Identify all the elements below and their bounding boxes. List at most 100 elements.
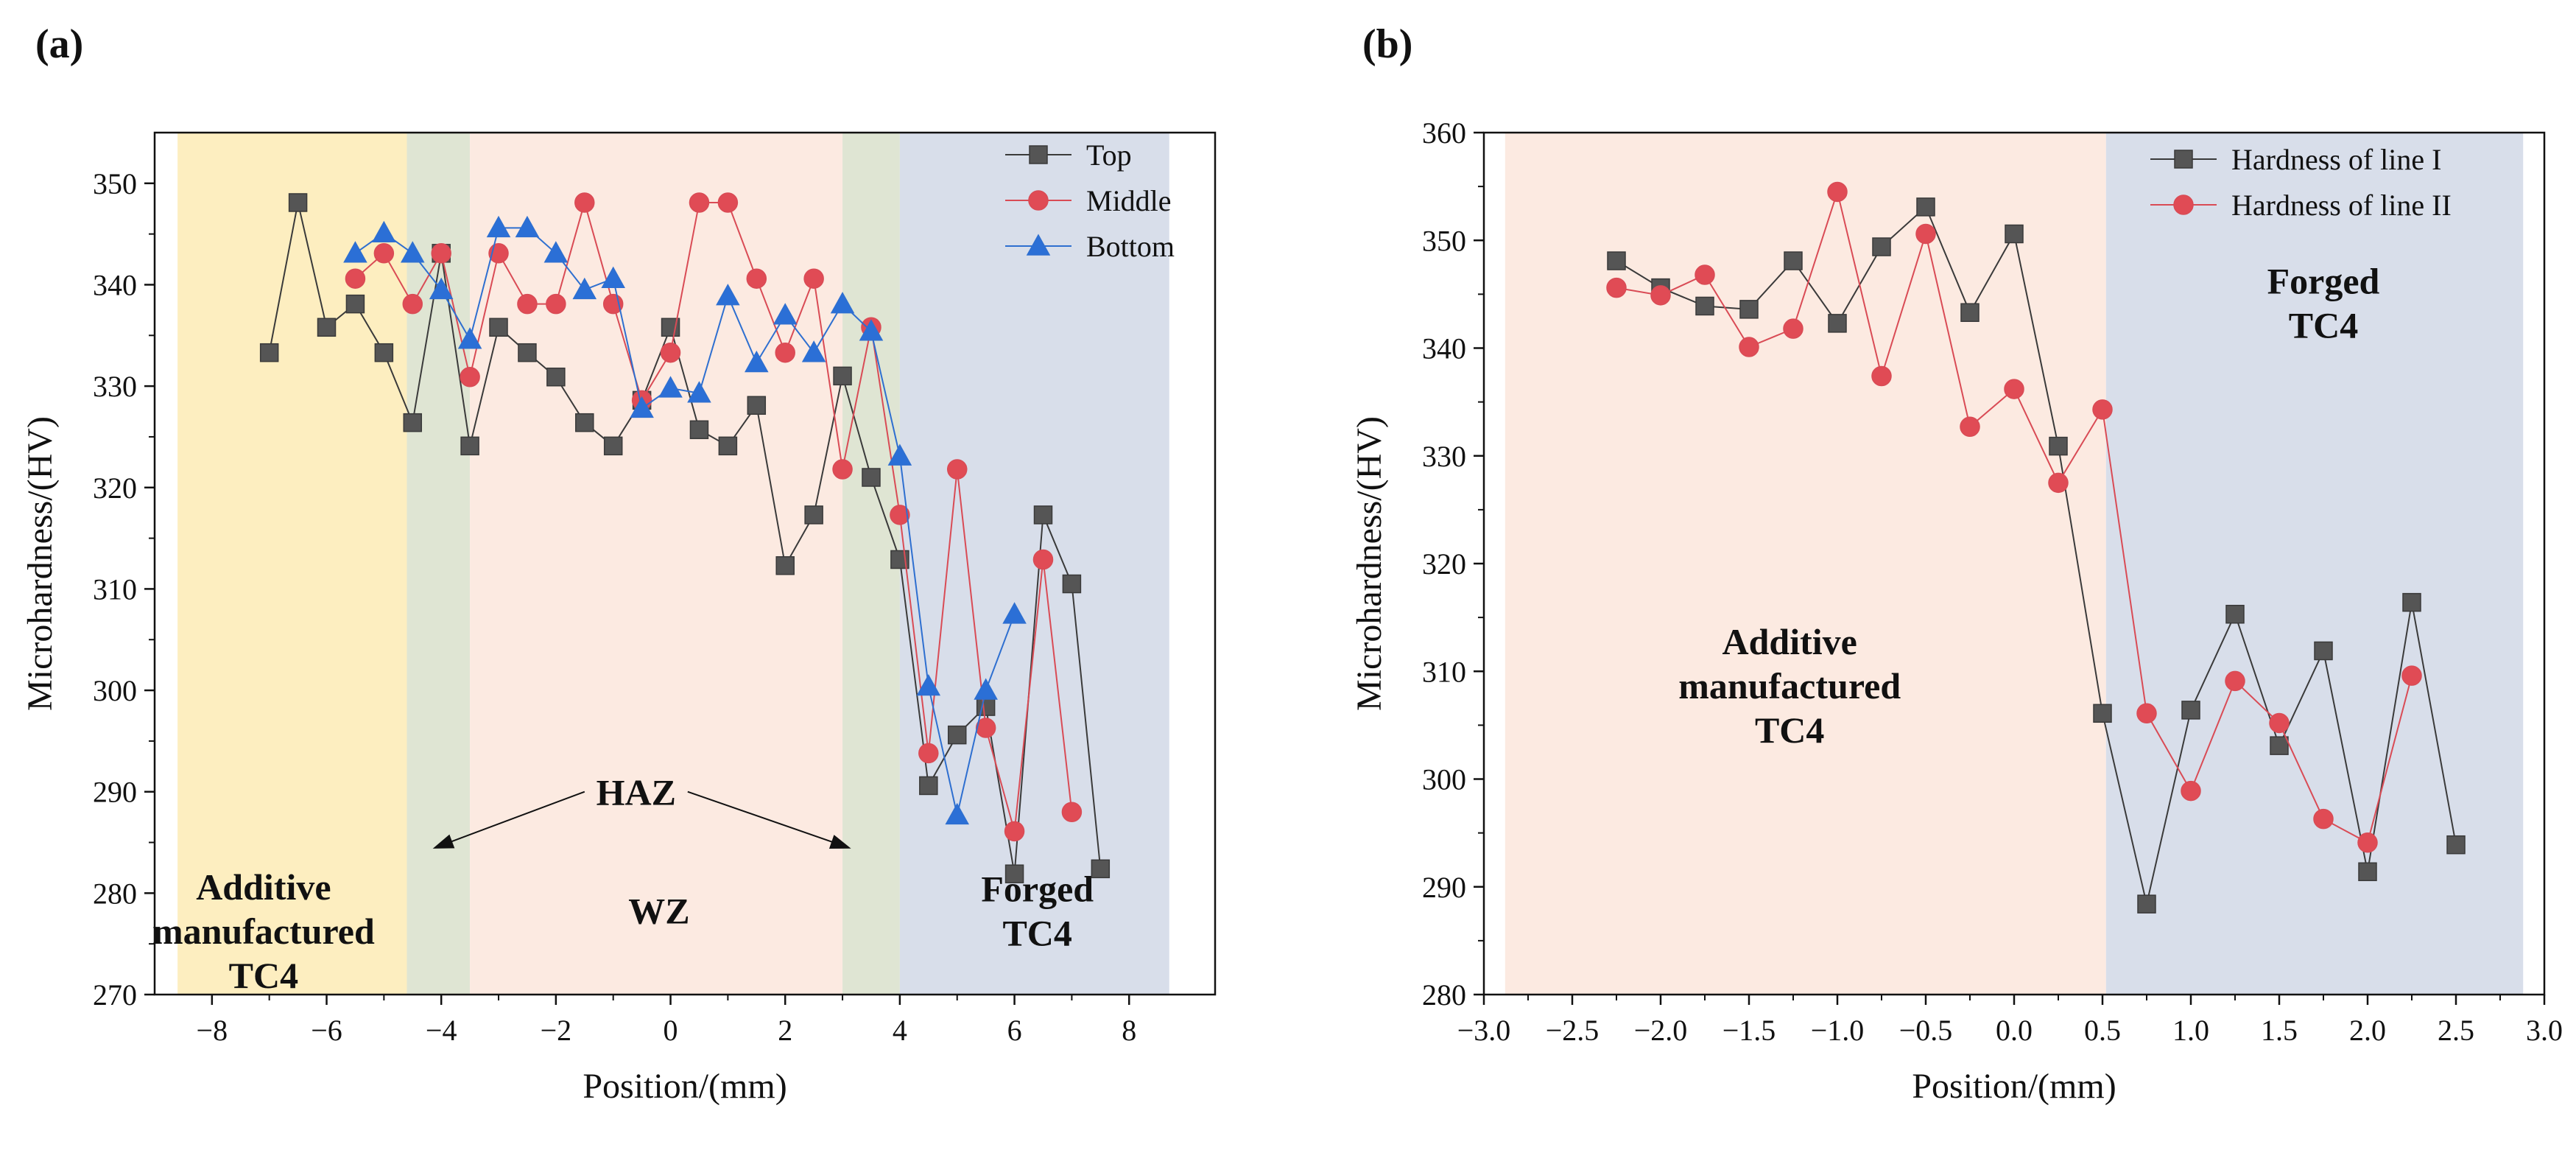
legend-marker: [1028, 190, 1049, 211]
panel-a-legend: Top Middle Bottom: [1005, 139, 1175, 263]
data-point: [687, 381, 711, 403]
panel-a-y-axis-title: Microhardness/(HV): [21, 416, 60, 711]
panel-b-x-axis-title: Position/(mm): [1912, 1067, 2116, 1106]
data-point: [317, 318, 337, 337]
x-tick-label: 2.0: [2349, 1014, 2386, 1047]
haz-arrow: [432, 790, 585, 849]
data-point: [345, 294, 365, 314]
data-point: [804, 505, 823, 525]
data-point: [974, 678, 998, 700]
y-tick-label: 290: [93, 776, 137, 809]
panel-a-label: (a): [35, 21, 83, 67]
x-tick-label: −4: [426, 1014, 457, 1047]
data-point: [1002, 602, 1027, 624]
data-point: [2225, 670, 2245, 692]
region-label: Forged: [2267, 261, 2380, 302]
data-point: [1004, 864, 1024, 883]
data-point: [775, 556, 795, 575]
y-tick-label: 300: [1422, 763, 1466, 796]
x-tick-label: 1.0: [2172, 1014, 2209, 1047]
data-point: [801, 340, 826, 362]
data-point: [2181, 780, 2201, 802]
data-point: [1828, 314, 1847, 333]
data-point: [1004, 821, 1025, 842]
data-point: [716, 284, 740, 306]
x-tick-label: 2: [778, 1014, 792, 1047]
y-tick-label: 340: [1422, 332, 1466, 365]
data-point: [1607, 251, 1626, 270]
legend-label: Middle: [1086, 184, 1172, 217]
region-label: Additive: [196, 866, 331, 908]
data-point: [830, 292, 855, 314]
data-point: [2004, 379, 2024, 399]
data-point: [2092, 399, 2113, 420]
y-tick-label: 350: [1422, 224, 1466, 257]
data-point: [1650, 285, 1671, 306]
x-tick-label: 6: [1007, 1014, 1022, 1047]
y-tick-label: 290: [1422, 871, 1466, 904]
legend-label: Hardness of line I: [2231, 143, 2441, 176]
data-point: [947, 725, 967, 745]
data-point: [1915, 223, 1936, 245]
y-tick-label: 270: [93, 978, 137, 1011]
data-point: [859, 319, 884, 341]
data-point: [2005, 224, 2024, 244]
data-point: [916, 674, 941, 696]
region-label: manufactured: [1678, 665, 1901, 707]
data-point: [832, 459, 853, 480]
panel-b-series: [1606, 181, 2466, 914]
data-point: [775, 342, 795, 363]
data-point: [2136, 703, 2157, 724]
data-point: [489, 318, 508, 337]
data-point: [460, 436, 479, 456]
data-point: [429, 277, 454, 300]
x-tick-label: 1.5: [2261, 1014, 2298, 1047]
legend-marker: [2173, 194, 2194, 215]
data-point: [1784, 251, 1803, 270]
data-point: [1960, 416, 1980, 438]
data-point: [603, 436, 623, 456]
legend-marker: [2174, 150, 2193, 169]
data-point: [1916, 197, 1935, 217]
data-point: [2181, 701, 2200, 720]
region-band: [1505, 133, 2106, 995]
region-label: manufactured: [152, 911, 375, 952]
axes-frame: [153, 131, 1217, 996]
data-point: [717, 192, 739, 213]
x-tick-label: −2.0: [1634, 1014, 1688, 1047]
region-label: Forged: [981, 869, 1094, 910]
data-point: [630, 396, 654, 418]
data-point: [2313, 808, 2334, 830]
haz-arrow: [687, 790, 851, 849]
data-point: [402, 293, 423, 315]
x-tick-label: −6: [311, 1014, 342, 1047]
data-point: [403, 413, 423, 432]
y-tick-label: 280: [1422, 978, 1466, 1011]
data-point: [1606, 277, 1627, 298]
x-tick-label: −0.5: [1899, 1014, 1953, 1047]
data-point: [1695, 264, 1715, 285]
data-point: [2401, 665, 2422, 686]
data-point: [746, 268, 767, 289]
data-point: [2270, 736, 2289, 755]
data-point: [372, 220, 396, 243]
x-tick-label: −8: [197, 1014, 228, 1047]
region-band: [407, 133, 471, 995]
x-tick-label: 2.5: [2438, 1014, 2474, 1047]
y-tick-label: 320: [93, 471, 137, 505]
data-point: [2093, 704, 2112, 723]
panel-a-annotation: HAZ: [432, 772, 851, 849]
data-point: [486, 215, 511, 238]
y-tick-label: 330: [1422, 440, 1466, 473]
data-point: [689, 420, 709, 440]
data-point: [546, 293, 566, 315]
data-point: [288, 193, 308, 212]
data-point: [887, 443, 912, 466]
y-tick-label: 300: [93, 674, 137, 707]
data-point: [575, 413, 594, 432]
y-tick-label: 280: [93, 877, 137, 910]
legend-label: Bottom: [1086, 230, 1175, 263]
data-point: [862, 468, 881, 487]
